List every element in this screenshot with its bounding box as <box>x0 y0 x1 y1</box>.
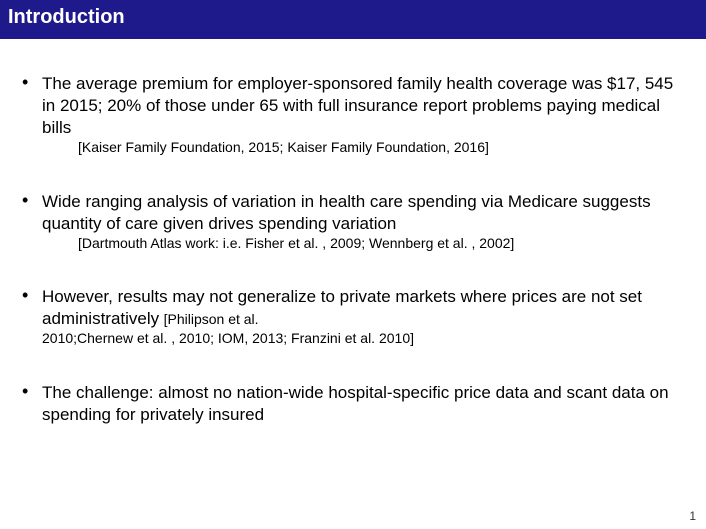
bullet-item: The challenge: almost no nation-wide hos… <box>22 382 684 426</box>
bullet-text: However, results may not generalize to p… <box>42 287 642 328</box>
bullet-text: The average premium for employer-sponsor… <box>42 74 673 137</box>
bullet-citation: [Dartmouth Atlas work: i.e. Fisher et al… <box>42 235 684 253</box>
bullet-citation: [Kaiser Family Foundation, 2015; Kaiser … <box>42 139 684 157</box>
bullet-item: However, results may not generalize to p… <box>22 286 684 348</box>
bullet-item: Wide ranging analysis of variation in he… <box>22 191 684 253</box>
title-band: Introduction <box>0 0 706 39</box>
page-number: 1 <box>689 509 696 523</box>
bullet-text: Wide ranging analysis of variation in he… <box>42 192 651 233</box>
slide: Introduction The average premium for emp… <box>0 0 706 529</box>
content-area: The average premium for employer-sponsor… <box>0 73 706 426</box>
bullet-inline-citation: [Philipson et al. <box>164 311 259 327</box>
bullet-list: The average premium for employer-sponsor… <box>22 73 684 426</box>
bullet-citation-cont: 2010;Chernew et al. , 2010; IOM, 2013; F… <box>42 330 684 348</box>
bullet-text: The challenge: almost no nation-wide hos… <box>42 383 669 424</box>
slide-title: Introduction <box>8 6 698 29</box>
bullet-item: The average premium for employer-sponsor… <box>22 73 684 157</box>
